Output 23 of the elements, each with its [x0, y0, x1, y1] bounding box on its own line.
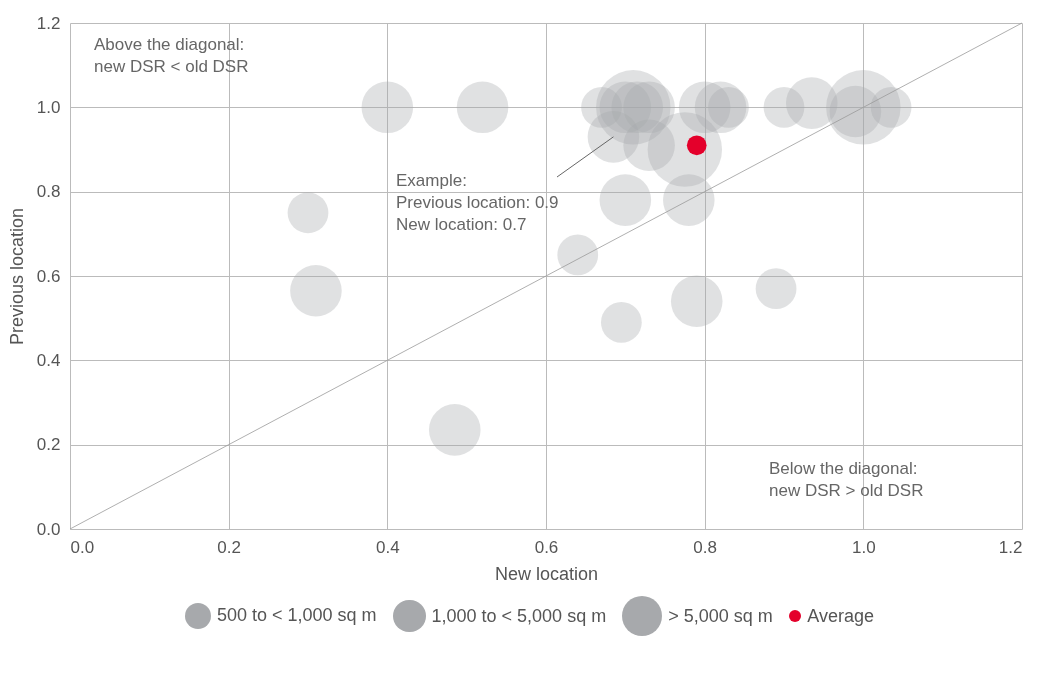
- y-tick-label: 0.4: [36, 350, 61, 370]
- x-tick-label: 1.2: [998, 537, 1023, 557]
- y-tick-label: 0.6: [36, 266, 61, 286]
- x-tick-label: 0.0: [70, 537, 95, 557]
- x-tick-label: 1.0: [852, 537, 876, 557]
- legend-label: 1,000 to < 5,000 sq m: [431, 605, 607, 627]
- x-tick-label: 0.4: [376, 537, 400, 557]
- annotation: Above the diagonal: new DSR < old DSR: [94, 35, 249, 76]
- y-tick-label: 0.8: [36, 182, 61, 202]
- x-axis-title: New location: [494, 563, 599, 584]
- x-tick-label: 0.2: [217, 537, 241, 557]
- y-tick-label: 1.0: [36, 97, 61, 117]
- x-tick-label: 0.6: [534, 537, 559, 557]
- y-axis-title: Previous location: [6, 207, 27, 346]
- x-tick-label: 0.8: [693, 537, 717, 557]
- legend-label: > 5,000 sq m: [668, 605, 773, 627]
- y-tick-label: 0.2: [36, 435, 61, 455]
- legend-label: 500 to < 1,000 sq m: [217, 605, 377, 627]
- y-tick-label: 0.0: [36, 519, 61, 539]
- y-tick-label: 1.2: [36, 13, 61, 33]
- annotation: Example: Previous location: 0.9 New location: 0.7: [396, 171, 559, 234]
- annotation: Below the diagonal: new DSR > old DSR: [769, 459, 924, 500]
- legend-label: Average: [807, 605, 874, 627]
